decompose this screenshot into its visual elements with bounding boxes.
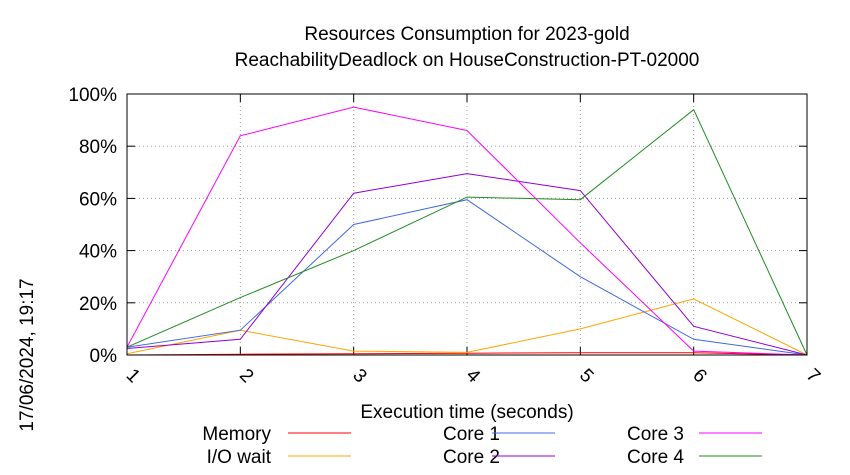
- legend-label-memory: Memory: [202, 424, 271, 445]
- x-tick-label: 7: [802, 365, 824, 387]
- chart-title-line2: ReachabilityDeadlock on HouseConstructio…: [235, 50, 700, 71]
- grid-lines: [127, 94, 807, 355]
- x-tick-label: 2: [235, 365, 257, 387]
- timestamp-label: 17/06/2024, 19:17: [17, 278, 38, 431]
- legend-label-core-2: Core 2: [443, 447, 500, 468]
- y-tick-label: 40%: [79, 242, 117, 263]
- y-tick-label: 100%: [68, 85, 117, 106]
- legend-label-core-1: Core 1: [443, 424, 500, 445]
- chart-title-line1: Resources Consumption for 2023-gold: [304, 24, 629, 45]
- plot-frame: [126, 93, 808, 356]
- legend-label-i-o-wait: I/O wait: [207, 447, 272, 468]
- x-tick-label: 6: [688, 365, 710, 387]
- x-tick-label: 4: [462, 365, 485, 388]
- series-line-core-1: [126, 199, 808, 356]
- x-tick-label: 3: [348, 365, 370, 387]
- x-tick-label: 5: [575, 365, 597, 387]
- series-lines: [126, 106, 808, 356]
- y-tick-label: 20%: [79, 294, 117, 315]
- series-line-core-2: [126, 173, 808, 356]
- x-tick-label: 1: [122, 365, 144, 387]
- series-line-memory: [126, 352, 808, 356]
- y-tick-label: 60%: [79, 189, 117, 210]
- x-axis-label: Execution time (seconds): [360, 402, 573, 423]
- series-line-core-4: [126, 108, 808, 356]
- y-axis-ticks: 0% 20% 40% 60% 80% 100%: [68, 85, 807, 367]
- x-axis-ticks: 1 2 3 4 5 6 7: [122, 94, 824, 388]
- y-tick-label: 0%: [90, 346, 118, 367]
- y-tick-label: 80%: [79, 137, 117, 158]
- legend-label-core-4: Core 4: [627, 447, 684, 468]
- legend-label-core-3: Core 3: [627, 424, 684, 445]
- series-line-core-3: [126, 106, 808, 356]
